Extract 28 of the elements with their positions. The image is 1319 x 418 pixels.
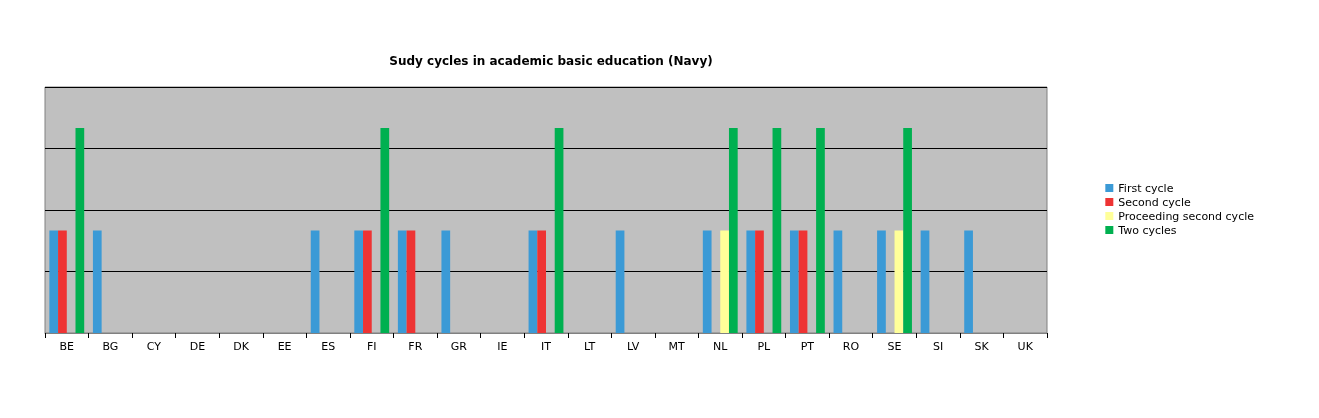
x-tick-label: MT [668,340,686,353]
x-tick-label: BE [59,340,75,353]
x-tick-label: IE [497,340,508,353]
x-tick-label: BG [102,340,119,353]
x-tick-label: FI [366,340,377,353]
legend-label: First cycle [1118,181,1174,195]
legend-label: Proceeding second cycle [1118,209,1255,223]
x-tick-label: SE [887,340,902,353]
x-tick-label: RO [842,340,860,353]
chart-title: Sudy cycles in academic basic education (Navy) [389,54,713,68]
x-tick-label: PT [800,340,815,353]
x-tick-label: NL [713,340,729,353]
x-tick-label: ES [321,340,336,353]
x-tick-label: IT [541,340,552,353]
x-tick-label: LT [583,340,596,353]
x-tick-label: LV [626,340,640,353]
x-tick-label: FR [408,340,423,353]
legend-label: Two cycles [1117,223,1177,237]
x-tick-label: SK [974,340,990,353]
x-tick-label: PL [757,340,772,353]
x-tick-label: DE [189,340,206,353]
x-tick-label: SI [932,340,944,353]
x-tick-label: DK [233,340,250,353]
x-tick-label: CY [146,340,162,353]
x-tick-label: GR [450,340,468,353]
x-tick-label: UK [1017,340,1034,353]
legend-label: Second cycle [1118,195,1191,209]
x-tick-label: EE [277,340,292,353]
